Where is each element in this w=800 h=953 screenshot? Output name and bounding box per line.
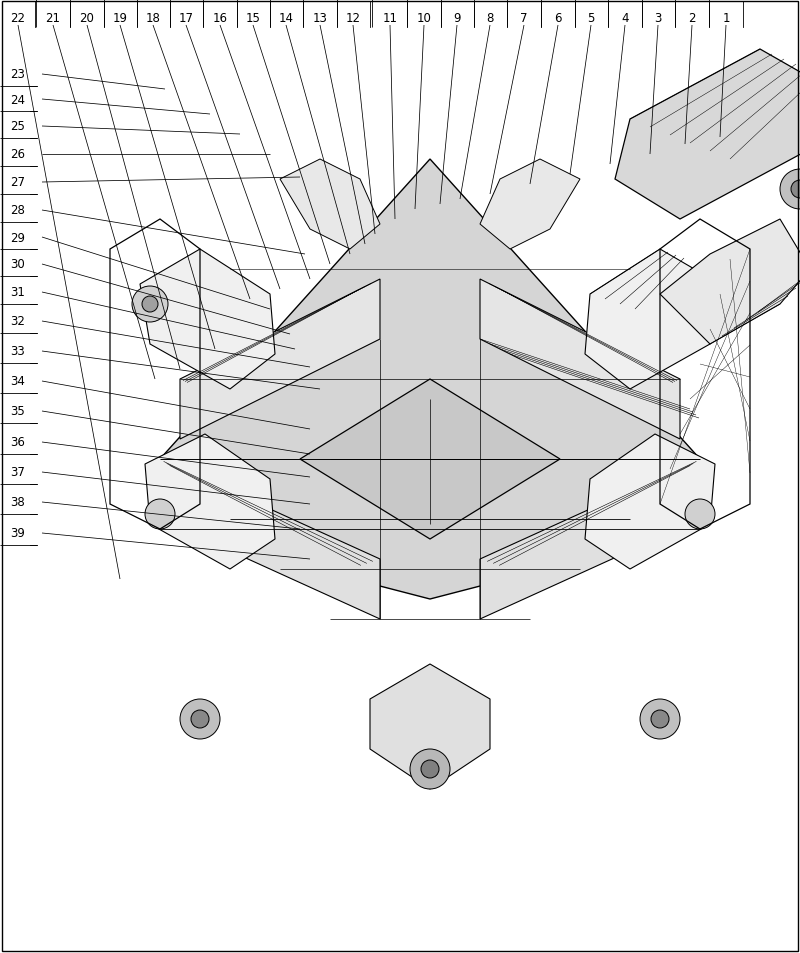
Text: 13: 13 (313, 12, 327, 25)
Text: 38: 38 (10, 496, 26, 509)
Circle shape (180, 700, 220, 740)
Polygon shape (180, 280, 380, 439)
Polygon shape (280, 160, 380, 250)
Text: 24: 24 (10, 93, 26, 107)
Text: 33: 33 (10, 345, 26, 358)
Text: 2: 2 (688, 12, 696, 25)
Text: 39: 39 (10, 527, 26, 540)
Circle shape (651, 710, 669, 728)
Text: 11: 11 (382, 12, 398, 25)
Polygon shape (615, 50, 800, 220)
Polygon shape (480, 280, 680, 439)
Text: 20: 20 (79, 12, 94, 25)
Text: 3: 3 (654, 12, 662, 25)
Polygon shape (480, 160, 580, 250)
Text: 8: 8 (486, 12, 494, 25)
Polygon shape (140, 250, 275, 390)
Circle shape (142, 296, 158, 313)
Text: 10: 10 (417, 12, 431, 25)
Circle shape (692, 287, 728, 323)
Polygon shape (300, 379, 560, 539)
Text: 17: 17 (178, 12, 194, 25)
Circle shape (780, 170, 800, 210)
Text: 22: 22 (10, 12, 26, 25)
Circle shape (702, 296, 718, 313)
Circle shape (191, 710, 209, 728)
Polygon shape (160, 160, 700, 599)
Text: 7: 7 (520, 12, 528, 25)
Polygon shape (145, 435, 275, 569)
Text: 28: 28 (10, 204, 26, 217)
Text: 27: 27 (10, 176, 26, 190)
Text: 31: 31 (10, 286, 26, 299)
Text: 36: 36 (10, 436, 26, 449)
Text: 1: 1 (722, 12, 730, 25)
Polygon shape (370, 664, 490, 789)
Text: 23: 23 (10, 69, 26, 81)
Text: 32: 32 (10, 315, 26, 328)
Circle shape (685, 499, 715, 530)
Text: 6: 6 (554, 12, 562, 25)
Text: 37: 37 (10, 466, 26, 479)
Text: 18: 18 (146, 12, 161, 25)
Text: 14: 14 (278, 12, 294, 25)
Circle shape (145, 499, 175, 530)
Text: 30: 30 (10, 258, 26, 272)
Polygon shape (585, 250, 720, 390)
Text: 34: 34 (10, 375, 26, 388)
Text: 26: 26 (10, 149, 26, 161)
Text: 12: 12 (346, 12, 361, 25)
Text: 35: 35 (10, 405, 26, 418)
Circle shape (410, 749, 450, 789)
Text: 4: 4 (622, 12, 629, 25)
Circle shape (640, 700, 680, 740)
Text: 9: 9 (454, 12, 461, 25)
Polygon shape (160, 459, 380, 619)
Text: 19: 19 (113, 12, 127, 25)
Circle shape (421, 760, 439, 779)
Circle shape (132, 287, 168, 323)
Circle shape (791, 181, 800, 199)
Text: 29: 29 (10, 232, 26, 244)
Text: 16: 16 (213, 12, 227, 25)
Polygon shape (585, 435, 715, 569)
Polygon shape (480, 459, 700, 619)
Text: 25: 25 (10, 120, 26, 133)
Text: 15: 15 (246, 12, 261, 25)
Polygon shape (660, 220, 800, 345)
Text: 21: 21 (46, 12, 61, 25)
Text: 5: 5 (587, 12, 594, 25)
